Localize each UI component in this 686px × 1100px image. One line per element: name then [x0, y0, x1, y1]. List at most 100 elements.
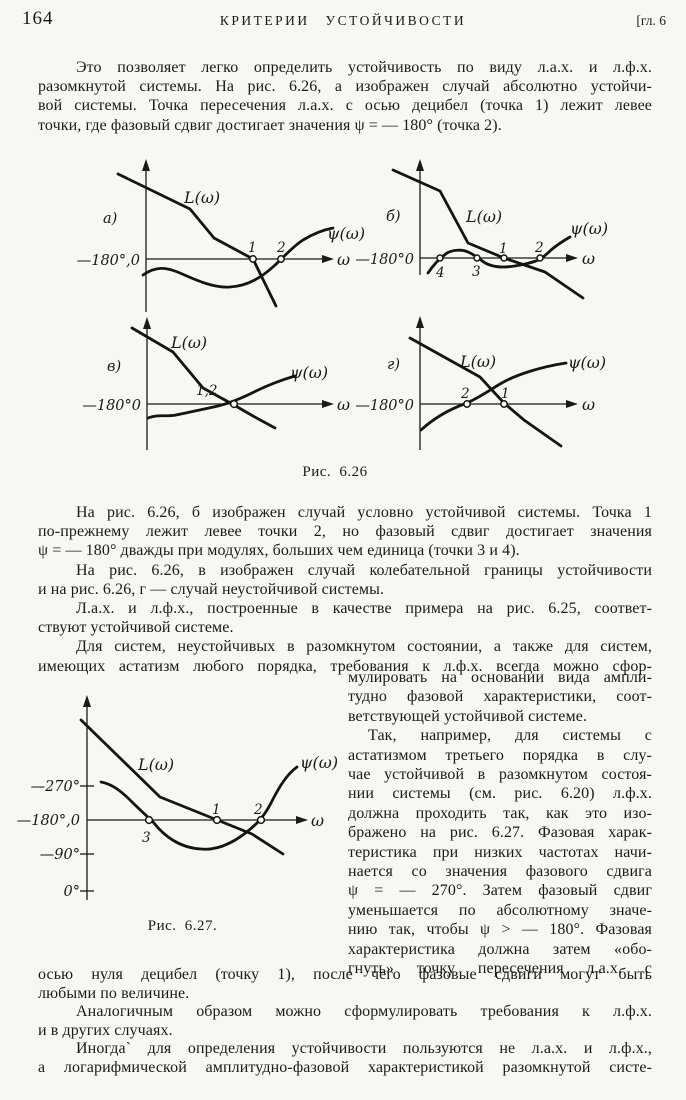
- point-label: 3: [142, 830, 151, 846]
- axis-value-label: —180°0: [355, 398, 414, 414]
- text-line: Так, например, для системы с: [368, 727, 652, 745]
- figure-6-26-caption: Рис. 6.26: [302, 464, 368, 480]
- point-label: 4: [435, 265, 445, 281]
- y-axis-arrow-icon: [83, 695, 91, 707]
- text-line: осью нуля децибел (точку 1), после чего …: [38, 966, 652, 983]
- fig626-panel-g: ω —180°0 г) L(ω) ψ(ω) 2 1: [355, 316, 606, 450]
- phase-curve: [141, 226, 335, 289]
- text-line: Для систем, неустойчивых в разомкнутом с…: [76, 638, 652, 656]
- text-line: точки, где фазовый сдвиг достигает значе…: [38, 116, 502, 134]
- point-marker: [463, 400, 471, 408]
- curve-label-psi: ψ(ω): [570, 219, 608, 238]
- x-axis-arrow-icon: [566, 400, 578, 408]
- text-line: разомкнутой системы. На рис. 6.26, а изо…: [38, 78, 652, 96]
- lax-curve: [391, 168, 585, 300]
- phase-curve: [99, 765, 299, 851]
- y-axis-arrow-icon: [142, 159, 150, 171]
- point-label: 1: [212, 802, 221, 818]
- curve-label-psi: ψ(ω): [327, 224, 365, 243]
- fig626-panel-v: ω —180°0 в) L(ω) ψ(ω) 1,2: [82, 317, 350, 450]
- curve-label-L: L(ω): [137, 755, 174, 774]
- text-line: любыми по величине.: [38, 984, 190, 1002]
- panel-tag: в): [107, 359, 121, 375]
- text-line: гнуть» точку пересечения л.а.х. с: [348, 960, 652, 978]
- point-label: 2: [534, 240, 544, 256]
- text-line: бражено на рис. 6.27. Фазовая харак-: [348, 824, 652, 842]
- text-line: астатизмом третьего порядка в слу-: [348, 746, 652, 764]
- text-line: Аналогичным образом можно сформулировать…: [76, 1003, 652, 1021]
- point-label: 1: [501, 386, 510, 402]
- text-line: Это позволяет легко определить устойчиво…: [76, 59, 652, 76]
- lax-curve: [79, 718, 285, 856]
- axis-value-label: —180°,0: [77, 253, 140, 269]
- point-label: 2: [276, 240, 286, 256]
- axis-value-label: 0°: [64, 884, 80, 900]
- omega-label: ω: [337, 395, 350, 414]
- phase-curve: [426, 235, 572, 275]
- omega-label: ω: [311, 811, 324, 830]
- text-line: мулировать на основании вида ампли-: [348, 669, 652, 686]
- point-marker: [536, 254, 544, 262]
- phase-curve: [419, 361, 568, 432]
- fig626-panel-b: ω —180°0 б) L(ω) ψ(ω) 4 3 1 2: [355, 159, 608, 300]
- text-line: чае устойчивой в разомкнутом состоя-: [348, 766, 652, 784]
- axis-value-label: —180°0: [355, 252, 414, 268]
- text-line: тудно фазовой характеристики, соот-: [348, 688, 652, 706]
- point-marker: [229, 399, 239, 409]
- curve-label-psi: ψ(ω): [568, 353, 606, 372]
- point-marker: [249, 255, 257, 263]
- text-line: Иногда` для определения устойчивости пол…: [76, 1040, 652, 1058]
- text-line: ψ = — 270°. Затем фазовый сдвиг: [348, 882, 652, 900]
- x-axis-arrow-icon: [322, 400, 334, 408]
- figure-6-27: ω —270° —180°,0 —90° 0° L(ω) ψ(ω) 3 1 2: [17, 695, 338, 900]
- point-label: 3: [472, 264, 481, 280]
- omega-label: ω: [582, 395, 595, 414]
- text-line: нию так, чтобы ψ > — 180°. Фазовая: [348, 921, 652, 939]
- curve-label-psi: ψ(ω): [300, 753, 338, 772]
- text-line: нается со значения фазового сдвига: [348, 863, 652, 881]
- figure-6-27-caption: Рис. 6.27.: [147, 918, 218, 934]
- y-axis-arrow-icon: [143, 317, 151, 329]
- intro-paragraph: Это позволяет легко определить устойчиво…: [38, 58, 652, 135]
- text-line: На рис. 6.26, б изображен случай условно…: [76, 504, 652, 521]
- text-line: уменьшается по абсолютному значе-: [348, 901, 652, 919]
- text-line: ψ = — 180° дважды при модулях, больших ч…: [38, 542, 520, 560]
- lax-curve: [130, 326, 277, 430]
- omega-label: ω: [582, 249, 595, 268]
- axis-value-label: —180°0: [82, 398, 141, 414]
- curve-label-psi: ψ(ω): [290, 363, 328, 382]
- text-line: теристика при низких частотах начи-: [348, 843, 652, 861]
- point-marker: [436, 254, 444, 262]
- omega-label: ω: [337, 250, 350, 269]
- point-marker: [144, 815, 154, 825]
- point-marker: [500, 400, 508, 408]
- text-line: нии системы (см. рис. 6.20) л.ф.х.: [348, 785, 652, 803]
- text-line: и в других случаях.: [38, 1021, 173, 1039]
- figure-6-26: ω —180°,0 а) L(ω) ψ(ω) 1 2 ω —180°0 б) L…: [77, 159, 608, 450]
- right-column: мулировать на основании вида ампли-тудно…: [348, 668, 652, 979]
- point-marker: [500, 254, 508, 262]
- panel-tag: а): [103, 211, 117, 227]
- x-axis-arrow-icon: [322, 255, 334, 263]
- panel-tag: б): [386, 209, 401, 225]
- point-label: 1: [499, 241, 508, 257]
- text-line: а логарифмической амплитудно-фазовой хар…: [38, 1058, 652, 1076]
- chapter-label: [гл. 6: [636, 13, 666, 28]
- curve-label-L: L(ω): [183, 188, 220, 207]
- text-line: по-прежнему лежит левее точки 2, но фазо…: [38, 523, 652, 541]
- phase-curve: [146, 374, 297, 420]
- text-line: ветствующей устойчивой системе.: [348, 707, 588, 725]
- point-label: 1: [248, 240, 257, 256]
- curve-label-L: L(ω): [170, 333, 207, 352]
- text-line: имеющих астатизм любого порядка, требова…: [38, 657, 652, 675]
- text-line: вой системы. Точка пересечения л.а.х. с …: [38, 97, 652, 115]
- point-label: 2: [253, 802, 263, 818]
- axis-value-label: —90°: [40, 847, 80, 863]
- curve-label-L: L(ω): [465, 207, 502, 226]
- curve-label-L: L(ω): [459, 352, 496, 371]
- text-line: характеристика должна затем «обо-: [348, 940, 652, 958]
- running-title: КРИТЕРИИ УСТОЙЧИВОСТИ: [219, 13, 467, 28]
- point-label: 2: [460, 386, 470, 402]
- text-line: Л.а.х. и л.ф.х., построенные в качестве …: [76, 600, 652, 618]
